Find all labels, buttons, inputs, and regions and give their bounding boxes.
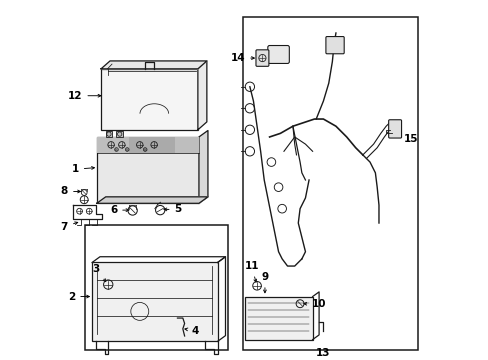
Text: 15: 15 [395, 134, 418, 144]
Text: 14: 14 [230, 53, 254, 63]
Bar [85, 225, 228, 350]
Polygon shape [101, 61, 206, 69]
Text: 3: 3 [92, 264, 105, 282]
Text: 13: 13 [316, 348, 330, 358]
FancyBboxPatch shape [255, 50, 268, 66]
Text: 12: 12 [68, 91, 101, 101]
Bar [129, 137, 175, 153]
Text: 9: 9 [261, 272, 268, 293]
Polygon shape [199, 131, 207, 203]
Text: 11: 11 [244, 261, 258, 282]
Polygon shape [97, 197, 207, 203]
FancyBboxPatch shape [267, 45, 289, 63]
Text: 4: 4 [184, 325, 199, 336]
Text: 10: 10 [303, 299, 326, 309]
Bar [105, 131, 112, 137]
Text: 7: 7 [61, 222, 78, 231]
Text: 6: 6 [110, 205, 128, 215]
Bar [92, 262, 217, 341]
Bar [101, 69, 198, 130]
Bar [97, 137, 199, 203]
Text: 5: 5 [163, 204, 182, 215]
Bar [242, 17, 418, 350]
Bar [244, 297, 312, 339]
Text: 2: 2 [68, 292, 89, 302]
FancyBboxPatch shape [325, 37, 344, 54]
Bar [97, 137, 199, 153]
Text: 8: 8 [61, 186, 80, 197]
Text: 1: 1 [71, 164, 94, 174]
Polygon shape [198, 61, 206, 130]
FancyBboxPatch shape [388, 120, 401, 138]
Bar [116, 131, 122, 137]
